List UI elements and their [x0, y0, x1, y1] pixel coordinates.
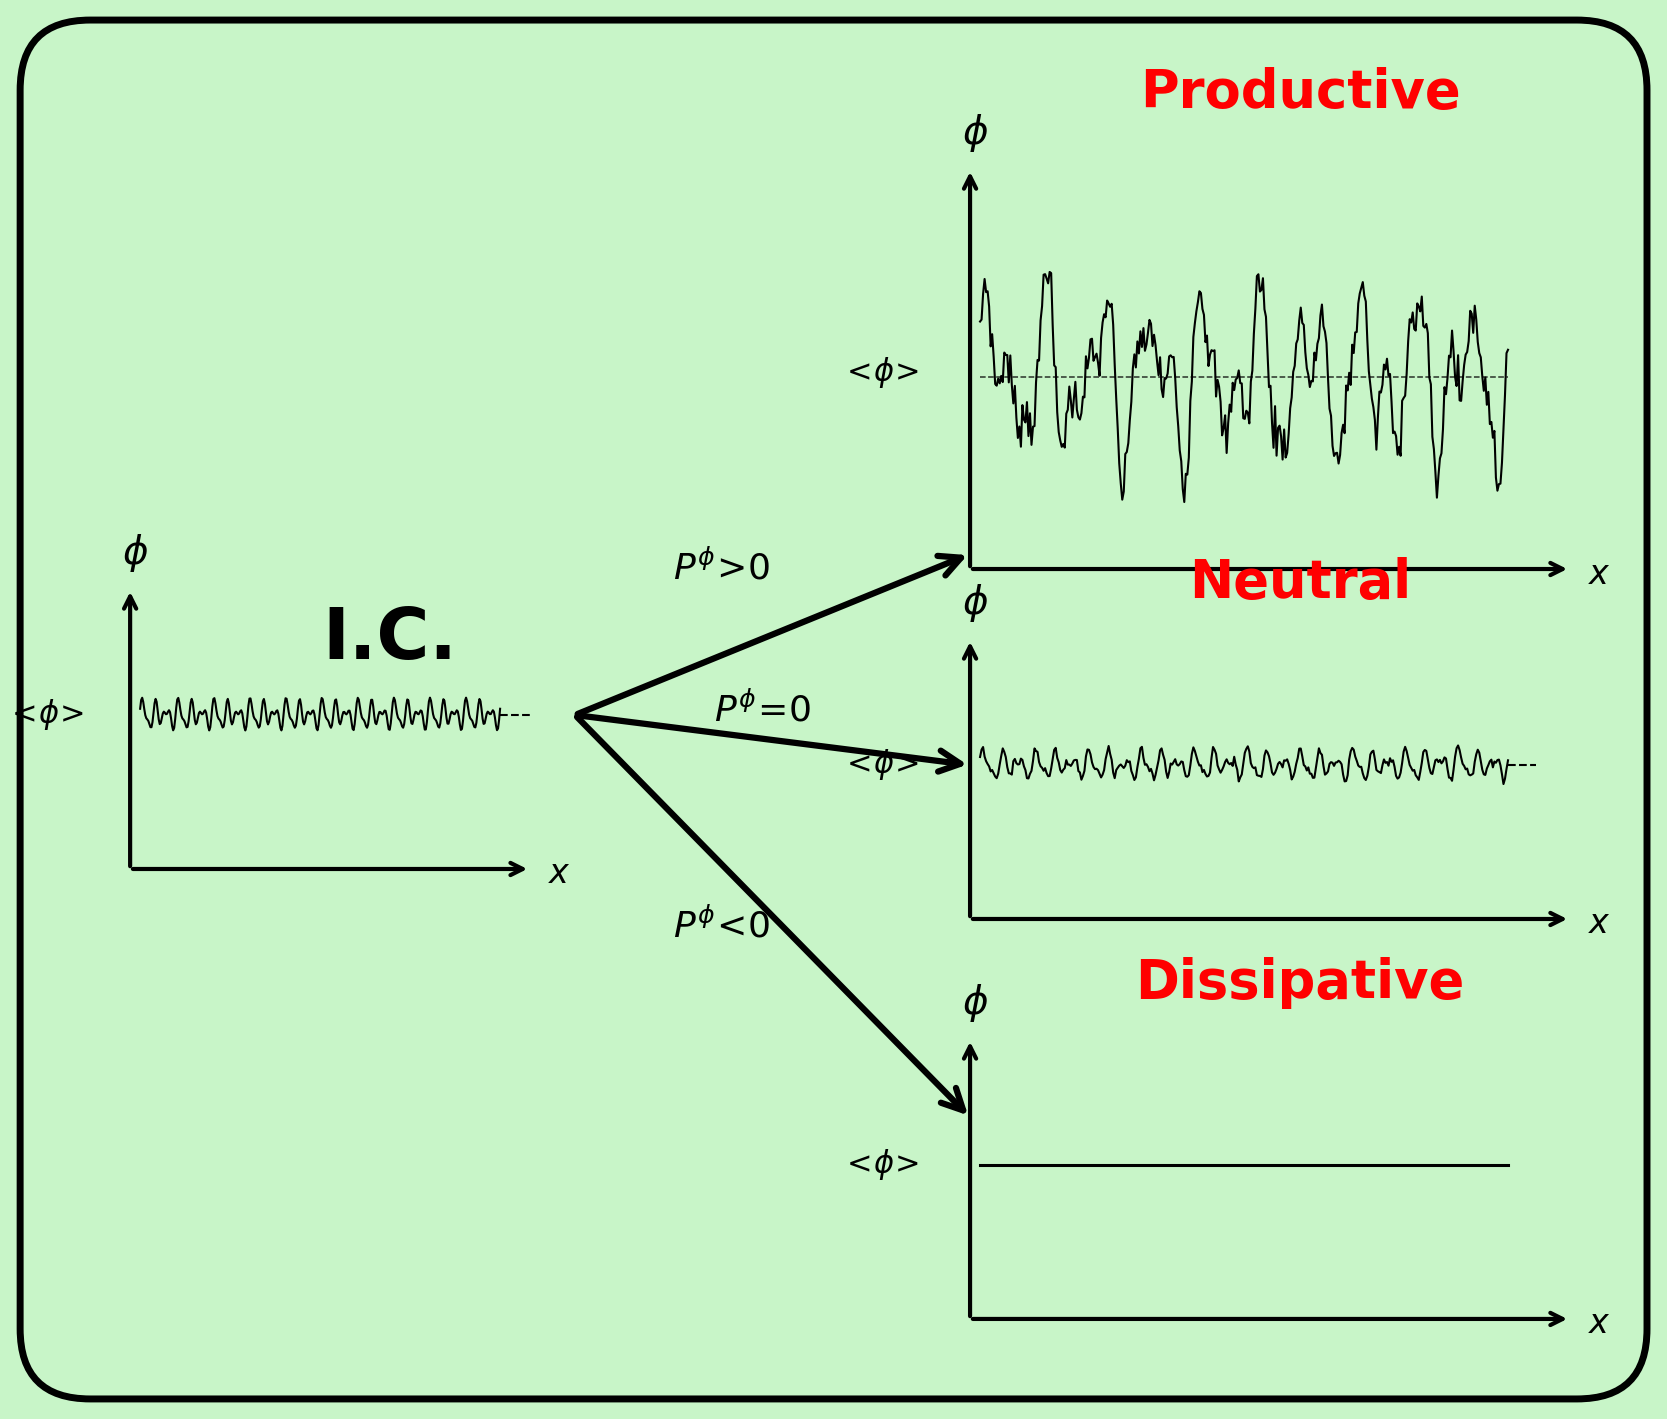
Text: $\phi$: $\phi$ — [122, 532, 148, 575]
Text: $<\!\phi\!>$: $<\!\phi\!>$ — [842, 748, 919, 782]
Text: $<\!\phi\!>$: $<\!\phi\!>$ — [842, 1148, 919, 1182]
Text: Neutral: Neutral — [1189, 558, 1410, 609]
Text: $P^{\phi}\!<\!0$: $P^{\phi}\!<\!0$ — [673, 908, 770, 945]
Text: $x$: $x$ — [1589, 908, 1610, 941]
Text: Productive: Productive — [1140, 67, 1460, 119]
Text: $<\!\phi\!>$: $<\!\phi\!>$ — [7, 698, 83, 732]
FancyBboxPatch shape — [20, 20, 1647, 1399]
Text: $\phi$: $\phi$ — [962, 982, 989, 1025]
Text: Dissipative: Dissipative — [1135, 956, 1465, 1009]
Text: $\phi$: $\phi$ — [962, 112, 989, 155]
Text: $x$: $x$ — [1589, 558, 1610, 590]
Text: $P^{\phi}\!>\!0$: $P^{\phi}\!>\!0$ — [673, 549, 770, 586]
Text: $P^{\phi}\!=\!0$: $P^{\phi}\!=\!0$ — [713, 691, 812, 728]
Text: $x$: $x$ — [1589, 1307, 1610, 1341]
Text: $\phi$: $\phi$ — [962, 582, 989, 624]
Text: $<\!\phi\!>$: $<\!\phi\!>$ — [842, 355, 919, 390]
Text: $x$: $x$ — [548, 857, 572, 891]
Text: I.C.: I.C. — [323, 604, 457, 674]
